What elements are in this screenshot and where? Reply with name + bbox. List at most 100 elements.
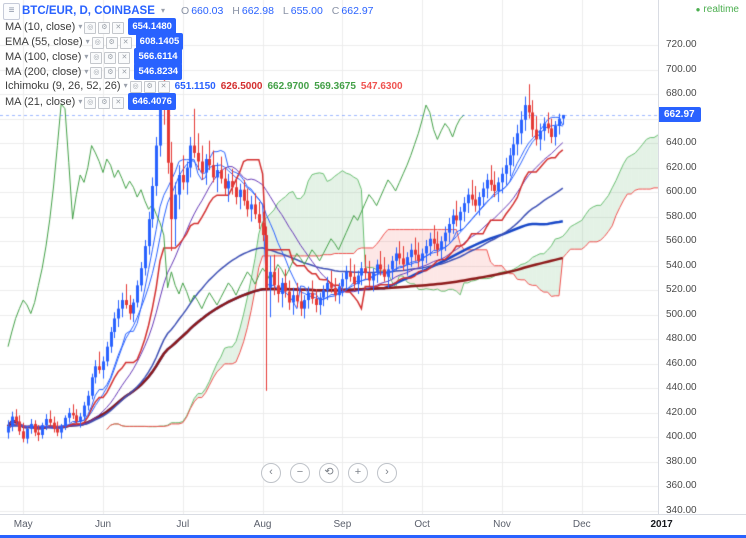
reset-view-button[interactable]: ⟲ <box>319 463 339 483</box>
time-axis-label: Aug <box>253 519 272 530</box>
indicator-row: EMA (55, close) ▾ ◎ ⚙ ✕ 608.1405 <box>5 33 403 50</box>
price-axis-label: 720.00 <box>666 39 697 50</box>
chevron-down-icon: ▾ <box>85 37 90 46</box>
settings-button[interactable]: ⚙ <box>98 97 111 109</box>
realtime-indicator: ● realtime <box>696 4 739 15</box>
chevron-down-icon: ▾ <box>78 97 83 106</box>
price-axis-label: 700.00 <box>666 63 697 75</box>
chevron-down-icon: ▾ <box>84 52 89 61</box>
indicator-row: Ichimoku (9, 26, 52, 26) ▾ ◎ ⚙ ✕ 651.1150 626.… <box>5 78 403 93</box>
visibility-toggle-button[interactable]: ◎ <box>90 67 103 79</box>
indicator-value: 646.4076 <box>128 93 176 110</box>
visibility-toggle-button[interactable]: ◎ <box>90 52 103 64</box>
chart-plot-area[interactable]: ≡ BTC/EUR, D, COINBASE ▾ O 660.03 H 662.98… <box>0 0 658 514</box>
price-axis-label: 480.00 <box>666 333 697 345</box>
indicator-value: 569.3675 <box>314 81 356 92</box>
visibility-toggle-button[interactable]: ◎ <box>84 97 97 109</box>
symbol-row: BTC/EUR, D, COINBASE ▾ O 660.03 H 662.98 L… <box>22 3 403 18</box>
zoom-out-button[interactable]: − <box>290 463 310 483</box>
close-value: 662.97 <box>341 5 374 17</box>
high-label: H <box>232 5 240 17</box>
price-axis-label: 520.00 <box>666 284 697 296</box>
indicator-value: 546.8234 <box>134 63 183 80</box>
price-axis-label: 680.00 <box>666 88 697 100</box>
indicator-legend: BTC/EUR, D, COINBASE ▾ O 660.03 H 662.98 L… <box>5 3 403 110</box>
pan-right-button[interactable]: › <box>377 463 397 483</box>
visibility-toggle-button[interactable]: ◎ <box>84 22 97 34</box>
bottom-accent-bar <box>0 535 746 538</box>
price-axis-label: 560.00 <box>666 235 697 247</box>
ohlc-readout: O 660.03 H 662.98 L 655.00 C 662.97 <box>175 5 373 17</box>
delete-button[interactable]: ✕ <box>118 67 131 79</box>
price-axis-label: 380.00 <box>666 455 697 467</box>
indicator-value: 662.9700 <box>267 81 310 92</box>
price-axis-label: 620.00 <box>666 161 697 173</box>
price-axis-label: 420.00 <box>666 406 697 418</box>
chevron-down-icon: ▾ <box>123 81 128 90</box>
price-axis-label: 640.00 <box>666 137 697 149</box>
indicator-value: 626.5000 <box>220 81 263 92</box>
chart-nav-controls: ‹ − ⟲ + › <box>261 463 397 483</box>
price-axis-label: 540.00 <box>666 259 697 271</box>
indicator-label[interactable]: EMA (55, close) <box>5 36 83 48</box>
visibility-toggle-button[interactable]: ◎ <box>129 81 142 93</box>
indicator-value: 547.6300 <box>360 81 403 92</box>
settings-button[interactable]: ⚙ <box>104 52 117 64</box>
price-axis-label: 400.00 <box>666 431 697 443</box>
time-axis[interactable]: May Jun Jul Aug Sep Oct Nov Dec 2017 <box>0 514 746 536</box>
time-axis-label: Sep <box>333 519 352 530</box>
price-axis-label: 440.00 <box>666 382 697 394</box>
price-axis-label: 360.00 <box>666 480 697 492</box>
delete-button[interactable]: ✕ <box>112 22 125 34</box>
settings-button[interactable]: ⚙ <box>104 67 117 79</box>
open-value: 660.03 <box>191 5 224 17</box>
price-axis-label: 460.00 <box>666 357 697 369</box>
delete-button[interactable]: ✕ <box>118 52 131 64</box>
symbol-title[interactable]: BTC/EUR, D, COINBASE <box>22 5 155 17</box>
time-axis-label: Jul <box>176 519 190 530</box>
indicator-value: 654.1480 <box>128 18 176 35</box>
pan-left-button[interactable]: ‹ <box>261 463 281 483</box>
price-axis-label: 500.00 <box>666 308 697 320</box>
indicator-rows: MA (10, close) ▾ ◎ ⚙ ✕ 654.1480 EMA (55, close… <box>5 18 403 110</box>
settings-button[interactable]: ⚙ <box>105 37 118 49</box>
indicator-row: MA (200, close) ▾ ◎ ⚙ ✕ 546.8234 <box>5 63 403 80</box>
zoom-in-button[interactable]: + <box>348 463 368 483</box>
low-value: 655.00 <box>290 5 323 17</box>
delete-button[interactable]: ✕ <box>112 97 125 109</box>
price-chart-canvas[interactable] <box>0 0 658 514</box>
open-label: O <box>181 5 190 17</box>
indicator-row: MA (21, close) ▾ ◎ ⚙ ✕ 646.4076 <box>5 93 403 110</box>
low-label: L <box>282 5 289 17</box>
close-label: C <box>331 5 340 17</box>
price-axis[interactable]: 662.97 720.00700.00680.00660.00640.00620… <box>658 0 746 516</box>
realtime-label: realtime <box>703 4 739 15</box>
chevron-down-icon: ▾ <box>84 67 89 76</box>
time-axis-label: May <box>13 519 33 530</box>
settings-button[interactable]: ⚙ <box>98 22 111 34</box>
indicator-row: MA (10, close) ▾ ◎ ⚙ ✕ 654.1480 <box>5 18 403 35</box>
visibility-toggle-button[interactable]: ◎ <box>91 37 104 49</box>
indicator-value: 566.6114 <box>134 48 182 65</box>
high-value: 662.98 <box>241 5 274 17</box>
indicator-label[interactable]: Ichimoku (9, 26, 52, 26) <box>5 80 121 92</box>
indicator-label[interactable]: MA (21, close) <box>5 96 76 108</box>
chevron-down-icon: ▾ <box>160 6 165 15</box>
indicator-label[interactable]: MA (10, close) <box>5 21 76 33</box>
indicator-value: 651.1150 <box>174 81 216 92</box>
price-axis-label: 340.00 <box>666 505 697 516</box>
chevron-down-icon: ▾ <box>78 22 83 31</box>
time-axis-label: 2017 <box>650 519 673 530</box>
indicator-row: MA (100, close) ▾ ◎ ⚙ ✕ 566.6114 <box>5 48 403 65</box>
delete-button[interactable]: ✕ <box>119 37 132 49</box>
indicator-label[interactable]: MA (200, close) <box>5 66 82 78</box>
delete-button[interactable]: ✕ <box>157 81 170 93</box>
indicator-value: 608.1405 <box>135 33 184 50</box>
time-axis-label: Dec <box>572 519 591 530</box>
indicator-label[interactable]: MA (100, close) <box>5 51 82 63</box>
last-price-tag: 662.97 <box>659 106 701 122</box>
price-axis-label: 580.00 <box>666 210 697 222</box>
settings-button[interactable]: ⚙ <box>143 81 156 93</box>
chart-menu-button[interactable]: ≡ <box>3 3 20 20</box>
